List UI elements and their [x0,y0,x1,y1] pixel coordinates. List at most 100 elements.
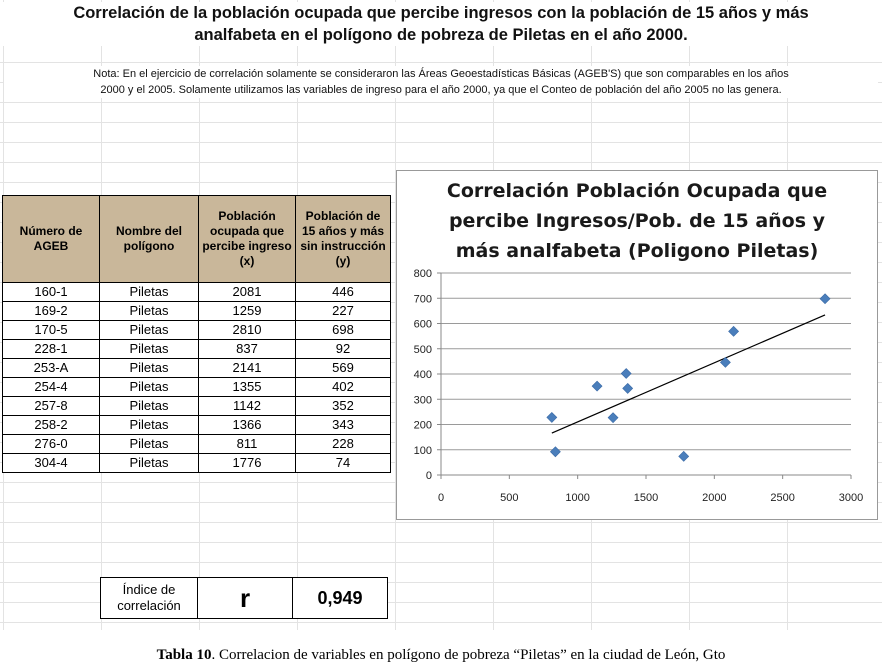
table-row: 304-4 Piletas 1776 74 [2,453,391,473]
cell-y: 446 [295,282,391,302]
cell-x: 1366 [198,415,296,435]
cell-ageb: 228-1 [2,339,100,359]
table-row: 160-1 Piletas 2081 446 [2,282,391,302]
x-tick-labels: 0 500 1000 1500 2000 2500 3000 [438,492,863,504]
cell-y: 352 [295,396,391,416]
cell-poligono: Piletas [99,320,199,340]
cell-poligono: Piletas [99,282,199,302]
chart-title-line: Correlación Población Ocupada que [447,180,827,202]
caption-text: . Correlacion de variables en polígono d… [211,647,726,663]
correlation-symbol: r [197,577,293,619]
chart-title: Correlación Población Ocupada que percibe… [447,180,827,262]
data-point [546,412,558,423]
cell-poligono: Piletas [99,358,199,378]
note: Nota: En el ejercicio de correlación sol… [4,66,878,98]
cell-poligono: Piletas [99,415,199,435]
scatter-chart: Correlación Población Ocupada que percibe… [396,170,878,520]
data-point [728,325,740,337]
cell-ageb: 257-8 [2,396,100,416]
table-row: 276-0 Piletas 811 228 [2,434,391,454]
x-tick-label: 500 [500,492,518,504]
x-tick-label: 2500 [770,492,794,504]
data-point [549,446,561,458]
figure-caption: Tabla 10. Correlacion de variables en po… [0,647,882,664]
x-tick-label: 0 [438,492,444,504]
cell-poligono: Piletas [99,453,199,473]
cell-x: 2141 [198,358,296,378]
cell-x: 2081 [198,282,296,302]
note-line-2: 2000 y el 2005. Solamente utilizamos las… [100,84,782,96]
y-tick-label: 700 [414,293,432,305]
data-points [546,293,831,462]
data-point [607,412,619,424]
correlation-index-label: Índice de correlación [100,577,198,619]
table-row: 169-2 Piletas 1259 227 [2,301,391,321]
data-point [719,356,731,368]
y-tick-label: 100 [414,445,432,457]
correlation-value: 0,949 [292,577,388,619]
chart-svg: Correlación Población Ocupada que percibe… [414,180,864,504]
y-tick-label: 600 [414,319,432,331]
cell-poligono: Piletas [99,396,199,416]
cell-ageb: 254-4 [2,377,100,397]
note-line-1: Nota: En el ejercicio de correlación sol… [93,68,789,80]
cell-x: 811 [198,434,296,454]
y-tick-label: 500 [414,344,432,356]
cell-y: 402 [295,377,391,397]
cell-x: 1776 [198,453,296,473]
table-row: 254-4 Piletas 1355 402 [2,377,391,397]
chart-title-line: percibe Ingresos/Pob. de 15 años y [449,210,826,232]
data-point [622,382,634,394]
cell-y: 228 [295,434,391,454]
table-row: 257-8 Piletas 1142 352 [2,396,391,416]
cell-ageb: 170-5 [2,320,100,340]
cell-y: 569 [295,358,391,378]
y-tick-labels: 0 100 200 300 400 500 600 700 800 [414,268,432,482]
cell-poligono: Piletas [99,339,199,359]
cell-y: 698 [295,320,391,340]
cell-x: 1259 [198,301,296,321]
header-x: Población ocupada que percibe ingreso (x… [198,195,296,283]
table-header-row: Número de AGEB Nombre del polígono Pobla… [2,195,391,283]
cell-y: 227 [295,301,391,321]
cell-x: 837 [198,339,296,359]
title-line-1: Correlación de la población ocupada que … [73,4,809,22]
y-tick-label: 200 [414,420,432,432]
header-ageb: Número de AGEB [2,195,100,283]
data-point [678,450,690,462]
cell-ageb: 258-2 [2,415,100,435]
y-tick-label: 800 [414,268,432,280]
cell-x: 1355 [198,377,296,397]
y-tick-label: 300 [414,394,432,406]
cell-ageb: 253-A [2,358,100,378]
data-table: Número de AGEB Nombre del polígono Pobla… [2,195,391,473]
cell-ageb: 304-4 [2,453,100,473]
cell-y: 74 [295,453,391,473]
table-row: 258-2 Piletas 1366 343 [2,415,391,435]
x-tick-label: 3000 [839,492,863,504]
table-row: 170-5 Piletas 2810 698 [2,320,391,340]
cell-poligono: Piletas [99,377,199,397]
caption-label: Tabla 10 [156,647,212,663]
gridlines [437,272,851,476]
chart-title-line: más analfabeta (Poligono Piletas) [456,240,819,262]
header-poligono: Nombre del polígono [99,195,199,283]
header-y: Población de 15 años y más sin instrucci… [295,195,391,283]
trendline [551,314,826,434]
cell-ageb: 276-0 [2,434,100,454]
data-point [819,293,831,305]
cell-ageb: 169-2 [2,301,100,321]
axes [440,273,852,479]
data-point [591,380,603,392]
y-tick-label: 400 [414,369,432,381]
y-tick-label: 0 [426,470,432,482]
cell-x: 1142 [198,396,296,416]
page-title: Correlación de la población ocupada que … [0,2,882,46]
x-tick-label: 2000 [702,492,726,504]
title-line-2: analfabeta en el polígono de pobreza de … [194,26,688,44]
x-tick-label: 1500 [634,492,658,504]
data-point [620,368,632,379]
table-row: 228-1 Piletas 837 92 [2,339,391,359]
trendline-group [551,314,826,434]
cell-x: 2810 [198,320,296,340]
